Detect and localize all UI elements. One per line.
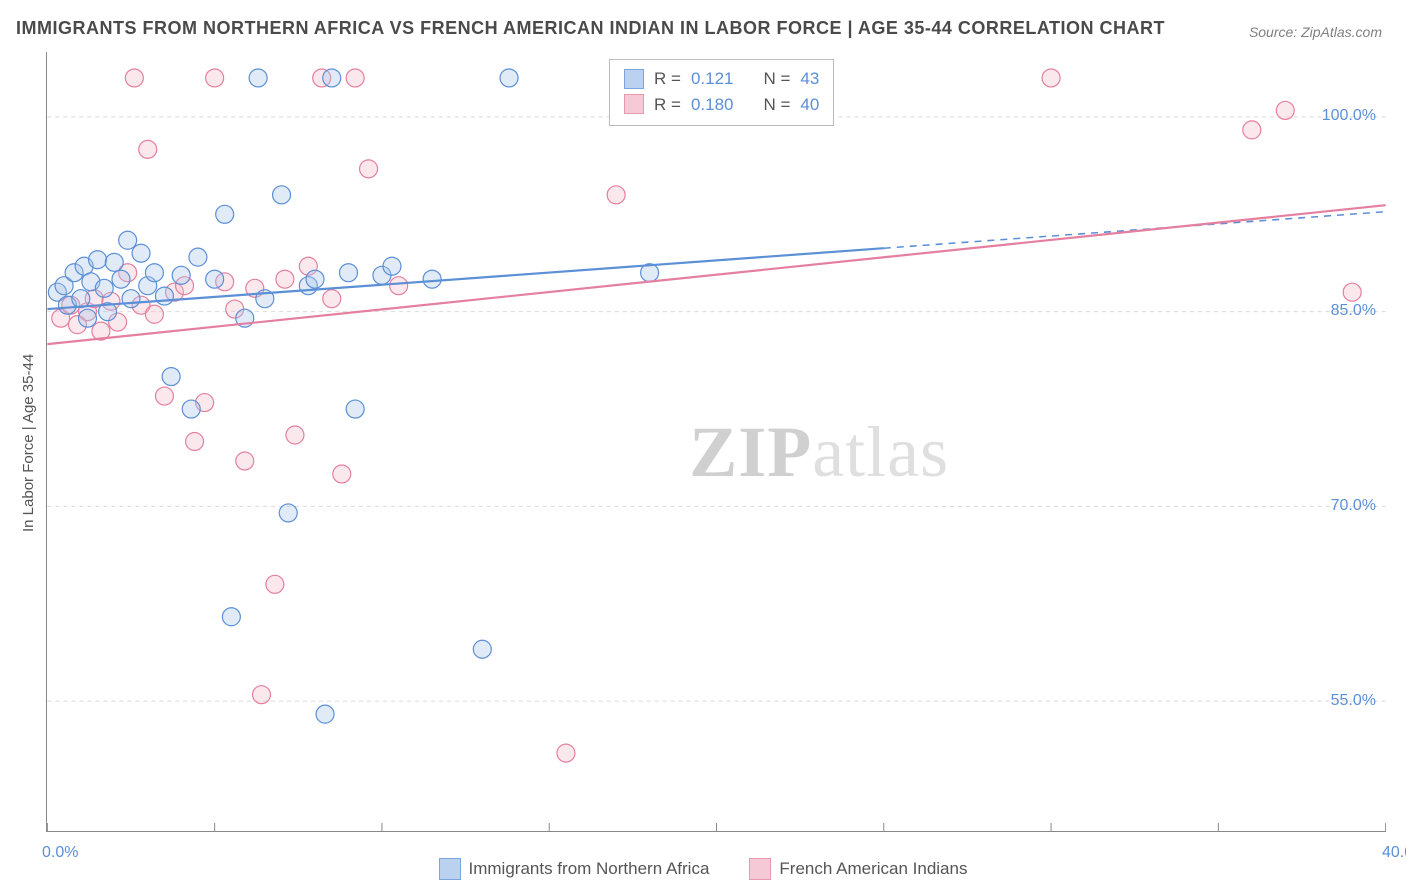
correlation-stats-box: R = 0.121 N = 43 R = 0.180 N = 40 <box>609 59 834 126</box>
legend-swatch-icon <box>749 858 771 880</box>
stats-row: R = 0.180 N = 40 <box>624 92 819 118</box>
series-swatch-icon <box>624 69 644 89</box>
n-value: 43 <box>800 66 819 92</box>
legend-item: Immigrants from Northern Africa <box>439 858 710 880</box>
y-tick-label: 70.0% <box>1306 497 1376 515</box>
x-tick-label: 0.0% <box>42 844 78 862</box>
bottom-legend: Immigrants from Northern Africa French Am… <box>0 858 1406 880</box>
source-label: Source: <box>1249 24 1297 40</box>
source-attribution: Source: ZipAtlas.com <box>1249 24 1382 40</box>
legend-label: Immigrants from Northern Africa <box>469 859 710 879</box>
y-axis-label: In Labor Force | Age 35-44 <box>20 354 37 532</box>
y-tick-label: 85.0% <box>1306 302 1376 320</box>
n-label: N = <box>763 92 790 118</box>
r-value: 0.121 <box>691 66 734 92</box>
legend-label: French American Indians <box>779 859 967 879</box>
legend-item: French American Indians <box>749 858 967 880</box>
y-tick-label: 100.0% <box>1306 107 1376 125</box>
correlation-scatter-plot <box>46 52 1386 832</box>
chart-title: IMMIGRANTS FROM NORTHERN AFRICA VS FRENC… <box>16 18 1165 39</box>
r-label: R = <box>654 92 681 118</box>
legend-swatch-icon <box>439 858 461 880</box>
source-value: ZipAtlas.com <box>1301 24 1382 40</box>
series-swatch-icon <box>624 94 644 114</box>
x-tick-label: 40.0% <box>1382 844 1406 862</box>
stats-row: R = 0.121 N = 43 <box>624 66 819 92</box>
n-label: N = <box>763 66 790 92</box>
n-value: 40 <box>800 92 819 118</box>
y-tick-label: 55.0% <box>1306 692 1376 710</box>
r-label: R = <box>654 66 681 92</box>
r-value: 0.180 <box>691 92 734 118</box>
